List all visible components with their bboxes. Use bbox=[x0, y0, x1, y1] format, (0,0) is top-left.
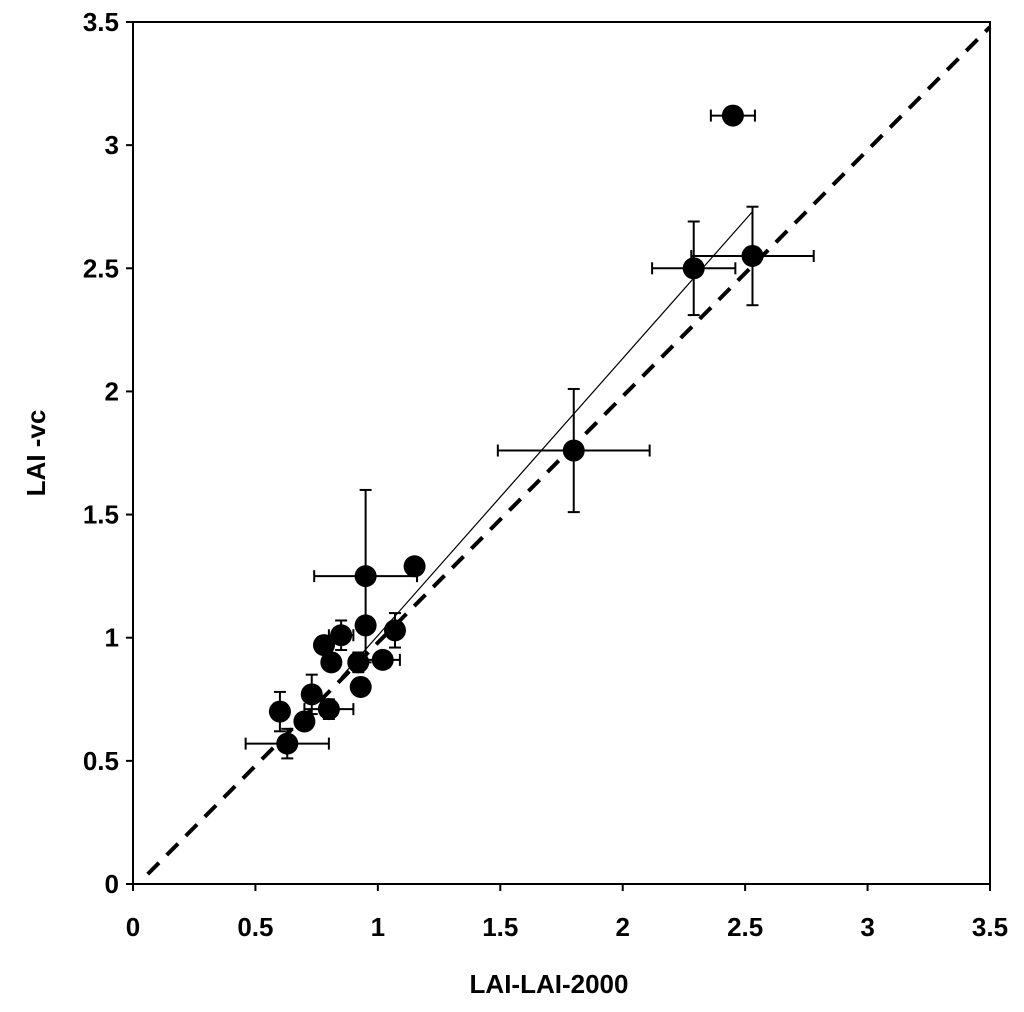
data-points bbox=[268, 104, 764, 755]
y-axis: 0 0.5 1 1.5 2 2.5 3 3.5 bbox=[83, 7, 133, 899]
data-point bbox=[276, 732, 299, 755]
data-point bbox=[320, 651, 343, 674]
y-tick-label: 3.5 bbox=[83, 7, 119, 37]
data-point bbox=[317, 698, 340, 721]
y-tick-label: 1 bbox=[105, 623, 119, 653]
data-point bbox=[354, 565, 377, 588]
data-point bbox=[347, 651, 370, 674]
regression-line bbox=[340, 211, 753, 678]
x-tick-label: 1.5 bbox=[482, 912, 518, 942]
x-tick-label: 3.5 bbox=[972, 912, 1008, 942]
y-axis-title: LAI -vc bbox=[21, 410, 51, 497]
y-tick-label: 3 bbox=[105, 130, 119, 160]
data-point bbox=[371, 648, 394, 671]
data-point bbox=[682, 257, 705, 280]
x-tick-label: 3 bbox=[860, 912, 874, 942]
data-point bbox=[300, 683, 323, 706]
x-tick-label: 0.5 bbox=[237, 912, 273, 942]
y-tick-label: 2 bbox=[105, 376, 119, 406]
y-tick-label: 2.5 bbox=[83, 253, 119, 283]
x-tick-label: 2.5 bbox=[727, 912, 763, 942]
x-tick-label: 0 bbox=[126, 912, 140, 942]
x-axis-title: LAI-LAI-2000 bbox=[470, 969, 629, 999]
data-point bbox=[293, 710, 316, 733]
data-point bbox=[330, 624, 353, 647]
y-tick-label: 0.5 bbox=[83, 746, 119, 776]
x-axis: 0 0.5 1 1.5 2 2.5 3 3.5 bbox=[126, 884, 1008, 942]
x-tick-label: 1 bbox=[371, 912, 385, 942]
data-point bbox=[268, 700, 291, 723]
data-point bbox=[741, 244, 764, 267]
data-point bbox=[354, 614, 377, 637]
plot-area bbox=[132, 21, 991, 885]
data-point bbox=[721, 104, 744, 127]
data-point bbox=[562, 439, 585, 462]
data-point bbox=[312, 634, 335, 657]
data-point bbox=[349, 675, 372, 698]
x-tick-label: 2 bbox=[615, 912, 629, 942]
data-point bbox=[403, 555, 426, 578]
y-tick-label: 0 bbox=[105, 869, 119, 899]
data-point bbox=[383, 619, 406, 642]
y-tick-label: 1.5 bbox=[83, 500, 119, 530]
